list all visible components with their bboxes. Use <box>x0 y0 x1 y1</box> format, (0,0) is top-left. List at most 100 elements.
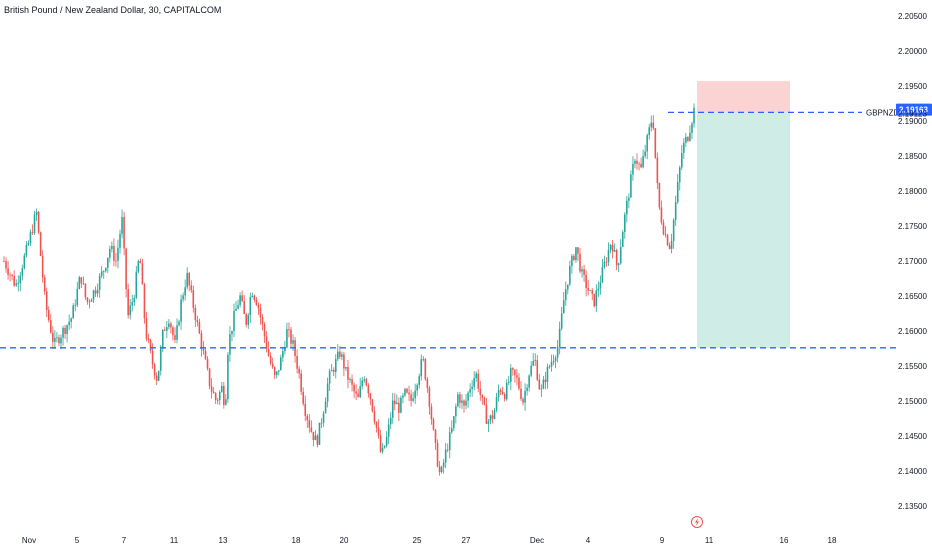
candle-body <box>72 305 75 319</box>
candle-body <box>404 388 406 396</box>
candle-body <box>82 283 85 285</box>
candle-body <box>377 427 380 436</box>
candle-body <box>579 253 581 272</box>
y-tick-label: 2.17000 <box>898 257 927 266</box>
candle-body <box>493 410 496 419</box>
candle-body <box>532 360 535 366</box>
x-tick-label: 4 <box>586 536 591 545</box>
candle-body <box>198 321 201 334</box>
candle-body <box>27 243 30 245</box>
candle-body <box>245 314 248 325</box>
candle-body <box>410 394 412 401</box>
candle-body <box>497 390 500 398</box>
candle-body <box>176 325 178 340</box>
candle-body <box>62 327 64 338</box>
candle-body <box>408 392 410 395</box>
x-tick-label: 18 <box>828 536 837 545</box>
candle-body <box>442 462 445 468</box>
candle-body <box>275 371 278 376</box>
candle-body <box>172 327 174 336</box>
candle-body <box>237 304 239 309</box>
candle-body <box>17 283 20 284</box>
candle-body <box>396 402 398 405</box>
candle-body <box>357 393 359 398</box>
candle-body <box>269 355 272 364</box>
candle-body <box>436 442 439 467</box>
candle-body <box>554 357 557 361</box>
candle-body <box>282 351 284 358</box>
candle-body <box>381 447 384 452</box>
candle-body <box>337 351 339 360</box>
candle-body <box>589 290 591 291</box>
price-axis: 2.20500 2.20000 2.19500 2.19000 2.18500 2.180… <box>898 12 927 511</box>
time-axis: Nov 5 7 11 13 18 20 25 27 Dec 4 9 11 16 18 <box>22 516 837 545</box>
candle-body <box>564 289 567 301</box>
candle-body <box>512 368 514 370</box>
y-tick-label: 2.19500 <box>898 82 927 91</box>
candle-body <box>507 381 510 383</box>
candle-body <box>385 436 388 446</box>
candle-body <box>84 283 87 298</box>
candle-body <box>402 395 404 398</box>
candle-body <box>225 399 227 405</box>
candle-body <box>652 122 655 129</box>
candle-body <box>218 391 221 401</box>
x-tick-label: Nov <box>22 536 36 545</box>
stop-loss-zone[interactable] <box>697 81 790 113</box>
y-tick-label: 2.17500 <box>898 222 927 231</box>
candle-body <box>640 163 642 168</box>
candle-body <box>367 385 370 394</box>
candle-body <box>599 282 602 289</box>
candle-body <box>481 394 484 398</box>
candle-body <box>330 369 333 372</box>
candle-body <box>194 307 197 321</box>
candle-body <box>548 366 551 368</box>
candle-body <box>689 132 691 141</box>
candle-body <box>371 399 374 412</box>
candle-body <box>473 378 475 387</box>
y-tick-label: 2.14000 <box>898 467 927 476</box>
candle-body <box>426 379 429 388</box>
y-tick-label: 2.16000 <box>898 327 927 336</box>
candle-body <box>208 368 211 387</box>
candle-body <box>522 398 524 403</box>
y-tick-label: 2.15000 <box>898 397 927 406</box>
candle-body <box>78 277 81 290</box>
x-tick-label: 11 <box>705 536 714 545</box>
candle-body <box>284 347 286 352</box>
candle-body <box>400 397 402 413</box>
candle-body <box>241 295 243 301</box>
take-profit-zone[interactable] <box>697 112 790 348</box>
candle-body <box>102 271 105 272</box>
candle-body <box>184 287 186 296</box>
candle-body <box>591 290 594 294</box>
candle-body <box>353 384 355 392</box>
candle-body <box>369 393 372 400</box>
candle-body <box>277 370 280 372</box>
candle-body <box>552 360 555 363</box>
candle-body <box>683 142 685 153</box>
candle-body <box>440 467 443 473</box>
candle-body <box>47 309 50 321</box>
candle-body <box>263 324 266 337</box>
candle-body <box>243 300 245 315</box>
y-tick-label: 2.20500 <box>898 12 927 21</box>
candle-body <box>23 255 26 269</box>
y-tick-label: 2.15500 <box>898 362 927 371</box>
candle-body <box>304 403 307 416</box>
candle-body <box>19 275 22 284</box>
candle-body <box>227 354 229 400</box>
lightning-icon[interactable] <box>691 516 703 528</box>
candle-body <box>619 247 622 264</box>
candle-body <box>135 271 138 298</box>
candle-body <box>609 244 612 250</box>
candle-body <box>658 183 661 208</box>
candle-body <box>88 301 91 303</box>
x-tick-label: 13 <box>219 536 228 545</box>
candle-body <box>139 261 142 264</box>
candle-body <box>54 337 56 342</box>
candle-body <box>202 348 205 351</box>
candle-body <box>339 351 341 357</box>
